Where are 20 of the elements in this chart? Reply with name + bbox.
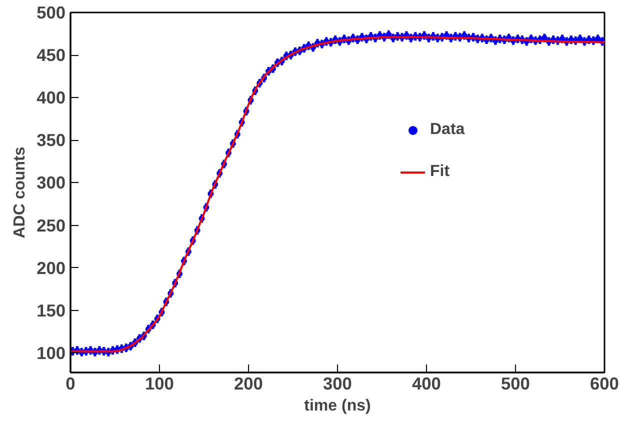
x-tick-label: 100	[145, 374, 174, 394]
y-tick-label: 350	[36, 130, 66, 150]
x-tick-label: 200	[234, 374, 263, 394]
y-tick-label: 450	[36, 45, 66, 66]
y-tick-label: 400	[36, 88, 66, 108]
x-tick-label: 400	[412, 374, 441, 394]
x-axis-title: time (ns)	[304, 398, 371, 414]
y-tick-label: 150	[36, 300, 66, 320]
x-tick-label: 300	[323, 374, 352, 394]
x-tick-label: 0	[66, 374, 76, 394]
y-axis-title: ADC counts	[12, 146, 29, 238]
y-tick-label: 100	[36, 342, 66, 363]
y-tick-label: 300	[36, 172, 66, 193]
y-tick-label: 500	[36, 2, 66, 22]
x-tick-label: 600	[590, 374, 619, 394]
x-tick-label: 500	[501, 374, 530, 394]
legend-label: Fit	[430, 163, 450, 181]
legend-label: Data	[430, 121, 465, 139]
y-tick-label: 200	[36, 258, 66, 278]
y-tick-label: 250	[36, 215, 66, 236]
